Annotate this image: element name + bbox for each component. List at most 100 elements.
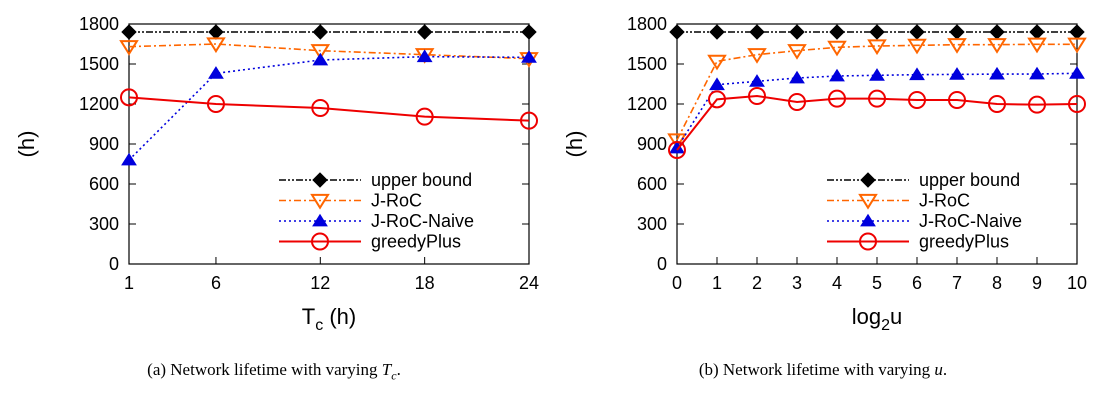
data-point [415, 107, 434, 126]
series-line [676, 94, 1078, 151]
data-point [1069, 24, 1085, 40]
x-axis-title-subscript: c [315, 317, 323, 334]
legend-marker [860, 213, 876, 227]
data-point [788, 93, 806, 111]
caption-a-symbol: Tc [381, 360, 397, 383]
x-tick-label: 6 [912, 273, 922, 293]
y-tick-label: 1800 [627, 14, 667, 34]
y-tick-label: 1200 [79, 94, 119, 114]
data-point [521, 24, 537, 40]
x-tick-label: 12 [310, 273, 330, 293]
legend-marker [312, 213, 328, 227]
caption-a-period: . [396, 360, 401, 379]
data-point [208, 66, 224, 79]
series-upper-bound [121, 24, 537, 40]
data-point [988, 95, 1006, 113]
caption-a-prefix: (a) Network lifetime with varying [147, 360, 382, 379]
data-point [747, 48, 767, 64]
legend-marker [860, 172, 876, 188]
series-upper-bound [669, 24, 1085, 40]
data-point [827, 40, 847, 57]
y-tick-label: 0 [109, 254, 119, 274]
data-point [828, 89, 846, 108]
x-tick-label: 4 [832, 273, 842, 293]
chart-panel-b: 0 300 600 900 1200 1500 1800 0 1 2 3 4 5 6 7 8 9 10 (h) log… [549, 0, 1097, 408]
data-point [829, 24, 845, 40]
data-point [119, 40, 139, 56]
data-point [787, 44, 807, 60]
data-point [1028, 95, 1046, 114]
data-point [310, 44, 331, 60]
data-point [947, 38, 967, 54]
chart-panel-a: 0 300 600 900 1200 1500 1800 1 6 12 18 24 (h) Tc (h) u… [0, 0, 548, 408]
caption-b-prefix: (b) Network lifetime with varying [698, 360, 935, 379]
data-point [312, 24, 329, 40]
legend-marker [859, 232, 877, 251]
x-axis-title: Tc (h) [302, 304, 356, 334]
legend-label: J-RoC-Naive [371, 211, 474, 231]
data-point [1027, 37, 1047, 54]
data-point [312, 52, 329, 66]
legend-label: greedyPlus [371, 232, 461, 252]
legend-marker [312, 172, 328, 188]
x-tick-label: 9 [1032, 273, 1042, 293]
data-point [416, 49, 433, 63]
lifetime-vs-u-chart: 0 300 600 900 1200 1500 1800 0 1 2 3 4 5 6 7 8 9 10 (h) log… [562, 14, 1087, 334]
series-line [676, 72, 1078, 149]
y-tick-label: 1800 [79, 14, 119, 34]
data-point [1068, 95, 1086, 113]
data-point [206, 37, 226, 54]
legend-label: greedyPlus [919, 232, 1009, 252]
x-axis-title-suffix: (h) [323, 304, 356, 329]
y-axis-title: (h) [562, 131, 587, 158]
x-axis-title: log2u [852, 304, 903, 334]
data-point [909, 24, 925, 40]
y-tick-label: 1200 [627, 94, 667, 114]
chart-caption-b: (b) Network lifetime with varying u. [549, 360, 1097, 380]
y-tick-label: 600 [637, 174, 667, 194]
legend-label: J-RoC [919, 191, 970, 211]
x-tick-label: 2 [752, 273, 762, 293]
x-axis-title-subscript: 2 [881, 317, 890, 334]
data-point [789, 24, 805, 40]
data-point [749, 24, 765, 40]
data-point [868, 89, 886, 108]
data-point [707, 54, 727, 71]
data-point [908, 91, 926, 109]
series-greedyplus [668, 87, 1086, 159]
x-tick-label: 10 [1067, 273, 1087, 293]
x-axis-title-main: log [852, 304, 881, 329]
x-tick-label: 5 [872, 273, 882, 293]
data-point [669, 24, 685, 40]
series-line [676, 43, 1077, 141]
data-point [121, 24, 137, 40]
x-tick-label: 0 [672, 273, 682, 293]
series-j-roc-naive [669, 66, 1085, 154]
data-point [907, 38, 927, 55]
data-point [667, 133, 687, 150]
y-tick-label: 900 [637, 134, 667, 154]
legend-label: J-RoC-Naive [919, 211, 1022, 231]
data-point [867, 39, 887, 56]
y-axis-title: (h) [14, 131, 39, 158]
data-point [708, 90, 726, 109]
data-point [829, 68, 845, 82]
data-point [416, 24, 433, 40]
y-tick-label: 300 [637, 214, 667, 234]
legend-marker [858, 193, 878, 210]
data-point [669, 140, 685, 154]
legend-marker [311, 232, 329, 251]
x-tick-label: 24 [519, 273, 539, 293]
series-greedyplus [120, 88, 538, 130]
data-point [789, 70, 805, 84]
data-point [709, 77, 725, 91]
x-tick-label: 7 [952, 273, 962, 293]
data-point [948, 91, 966, 109]
x-axis-title-main: T [302, 304, 315, 329]
legend-label: upper bound [371, 170, 472, 190]
series-line [128, 96, 530, 122]
series-line [128, 43, 530, 60]
chart-caption-a: (a) Network lifetime with varying Tc. [0, 360, 548, 383]
